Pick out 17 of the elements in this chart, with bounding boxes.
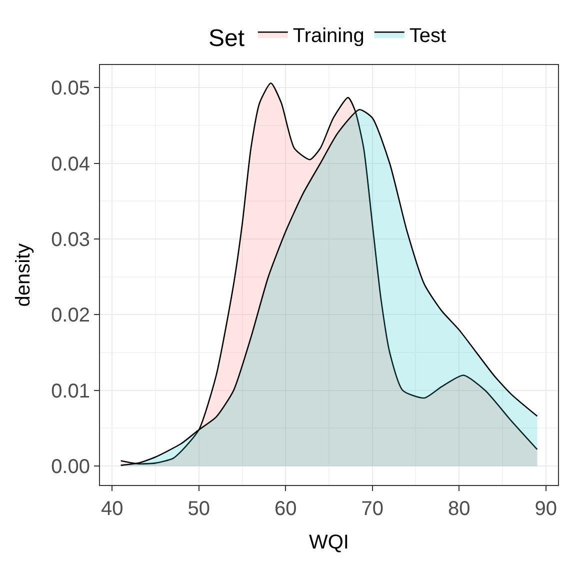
x-tick-label: 90 (534, 498, 557, 520)
legend-title: Set (208, 24, 245, 52)
y-tick-label: 0.00 (51, 456, 90, 478)
y-tick-label: 0.03 (51, 229, 90, 252)
y-tick-label: 0.04 (51, 153, 90, 176)
y-tick-label: 0.02 (51, 304, 90, 327)
legend-label: Training (292, 24, 364, 47)
x-tick-label: 80 (448, 498, 470, 520)
x-tick-label: 40 (101, 498, 124, 520)
x-tick-label: 60 (274, 498, 297, 520)
y-axis-title: density (12, 243, 35, 307)
y-tick-label: 0.01 (51, 380, 90, 402)
x-tick-label: 50 (188, 498, 210, 520)
x-axis-title: WQI (309, 532, 349, 554)
x-tick-label: 70 (361, 498, 384, 520)
legend-label: Test (409, 24, 446, 47)
y-tick-label: 0.05 (51, 78, 90, 100)
